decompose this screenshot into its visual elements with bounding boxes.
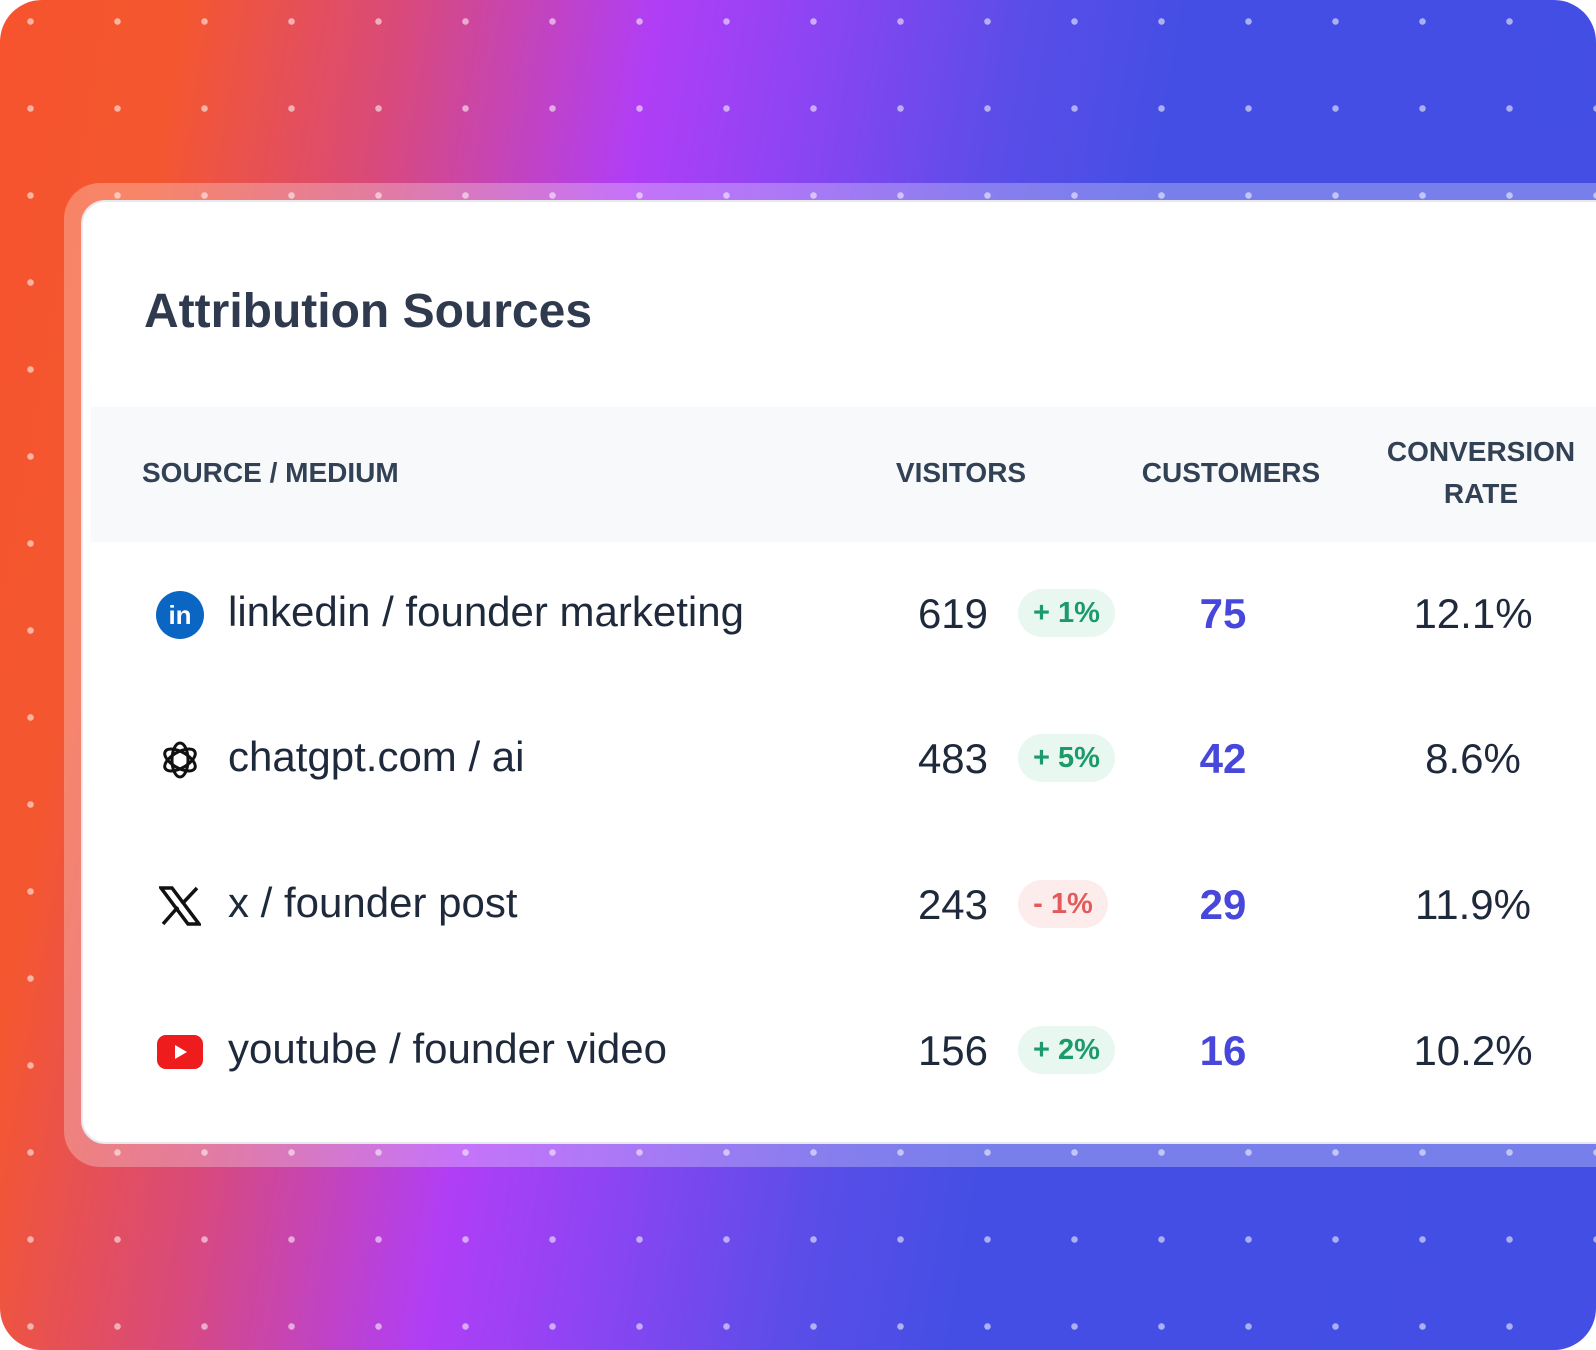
customers-value: 75 bbox=[1199, 590, 1247, 637]
conversion-rate-value: 11.9% bbox=[1415, 881, 1531, 928]
source-medium: linkedin / founder marketing bbox=[228, 588, 744, 635]
visitors-value: 156 bbox=[917, 1027, 989, 1074]
conversion-header-line1: CONVERSION bbox=[1386, 436, 1576, 467]
customers-value: 16 bbox=[1199, 1027, 1247, 1074]
column-header-customers[interactable]: CUSTOMERS bbox=[1141, 457, 1321, 488]
visitors-value: 619 bbox=[917, 590, 989, 637]
table-row[interactable]: in linkedin / founder marketing 619 + 1%… bbox=[83, 542, 1596, 688]
table-row[interactable]: chatgpt.com / ai 483 + 5% 42 8.6% bbox=[83, 687, 1596, 833]
source-medium: x / founder post bbox=[228, 879, 518, 926]
visitors-value: 243 bbox=[917, 881, 989, 928]
attribution-card: Attribution Sources SOURCE / MEDIUM VISI… bbox=[81, 200, 1596, 1144]
conversion-header-line2: RATE bbox=[1443, 478, 1519, 509]
visitors-value: 483 bbox=[917, 735, 989, 782]
x-icon bbox=[155, 881, 205, 931]
table-header: SOURCE / MEDIUM VISITORS CUSTOMERS CONVE… bbox=[91, 407, 1596, 542]
conversion-rate-value: 12.1% bbox=[1413, 590, 1533, 637]
customers-value: 42 bbox=[1199, 735, 1247, 782]
change-badge: - 1% bbox=[1018, 880, 1108, 928]
change-badge: + 1% bbox=[1018, 589, 1115, 637]
youtube-icon bbox=[155, 1027, 205, 1077]
linkedin-icon: in bbox=[155, 590, 205, 640]
svg-text:in: in bbox=[168, 600, 191, 630]
change-badge: + 2% bbox=[1018, 1026, 1115, 1074]
chatgpt-icon bbox=[155, 735, 205, 785]
table-row[interactable]: x / founder post 243 - 1% 29 11.9% bbox=[83, 833, 1596, 979]
column-header-visitors[interactable]: VISITORS bbox=[895, 457, 1027, 488]
page-title: Attribution Sources bbox=[144, 285, 593, 338]
table-row[interactable]: youtube / founder video 156 + 2% 16 10.2… bbox=[83, 979, 1596, 1125]
column-header-conversion-rate[interactable]: CONVERSION RATE bbox=[1361, 431, 1596, 515]
conversion-rate-value: 10.2% bbox=[1413, 1027, 1533, 1074]
customers-value: 29 bbox=[1199, 881, 1247, 928]
change-badge: + 5% bbox=[1018, 734, 1115, 782]
source-medium: youtube / founder video bbox=[228, 1025, 667, 1072]
source-medium: chatgpt.com / ai bbox=[228, 733, 525, 780]
column-header-source[interactable]: SOURCE / MEDIUM bbox=[142, 457, 399, 488]
conversion-rate-value: 8.6% bbox=[1425, 735, 1521, 782]
